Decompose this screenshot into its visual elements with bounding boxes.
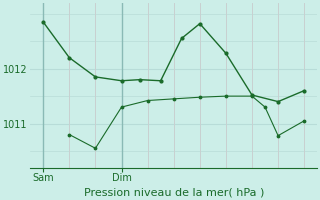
X-axis label: Pression niveau de la mer( hPa ): Pression niveau de la mer( hPa ) xyxy=(84,187,264,197)
